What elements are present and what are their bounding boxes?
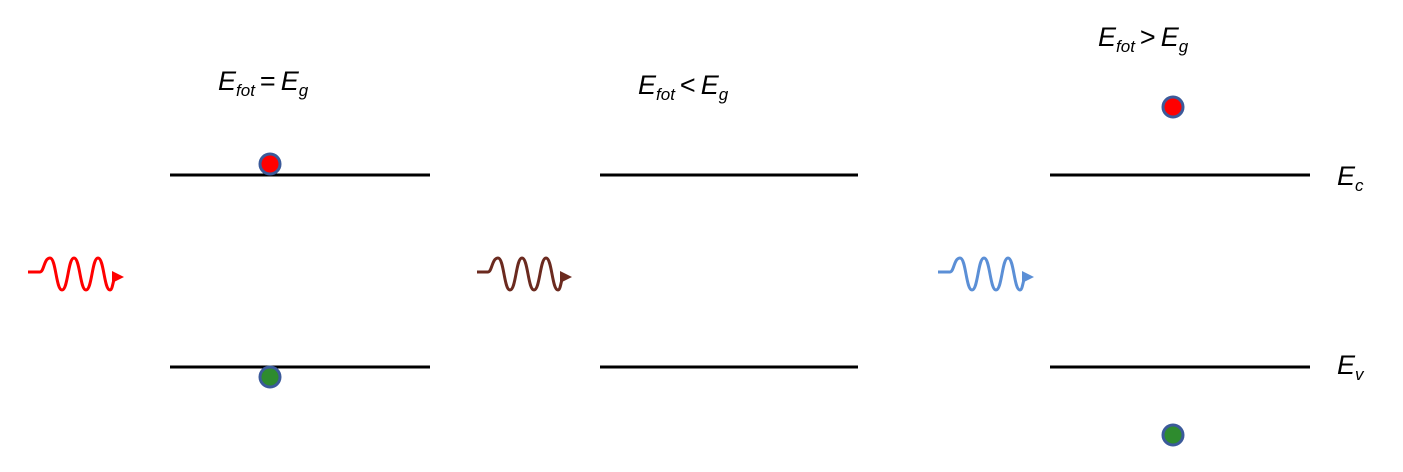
valence-band-label: Ev: [1337, 350, 1364, 384]
subscript: fot: [656, 85, 675, 104]
operator: =: [259, 66, 276, 96]
subscript: c: [1355, 176, 1364, 195]
energy-symbol: E: [700, 70, 719, 100]
hole-icon: [258, 365, 282, 389]
subscript: fot: [236, 81, 255, 100]
subscript: v: [1355, 365, 1364, 384]
photon-wave-icon-2: [477, 256, 572, 292]
energy-symbol: E: [638, 70, 657, 100]
subscript: g: [718, 85, 729, 104]
subscript: g: [298, 81, 309, 100]
energy-symbol: E: [1160, 22, 1179, 52]
energy-symbol: E: [218, 66, 237, 96]
panel-1-condition-label: Efot = Eg: [218, 66, 308, 100]
electron-icon: [258, 152, 282, 176]
energy-symbol: E: [1098, 22, 1117, 52]
panel-3-condition-label: Efot > Eg: [1098, 22, 1188, 56]
panel-2-condition-label: Efot < Eg: [638, 70, 728, 104]
energy-symbol: E: [280, 66, 299, 96]
photon-wave-icon-3: [938, 256, 1034, 292]
operator: <: [679, 70, 696, 100]
operator: >: [1139, 22, 1156, 52]
subscript: fot: [1116, 37, 1135, 56]
conduction-band-label: Ec: [1337, 161, 1364, 195]
photon-wave-icon-1: [28, 256, 124, 292]
subscript: g: [1178, 37, 1189, 56]
energy-symbol: E: [1337, 161, 1356, 191]
energy-symbol: E: [1337, 350, 1356, 380]
hole-icon: [1161, 423, 1185, 447]
electron-icon: [1161, 95, 1185, 119]
